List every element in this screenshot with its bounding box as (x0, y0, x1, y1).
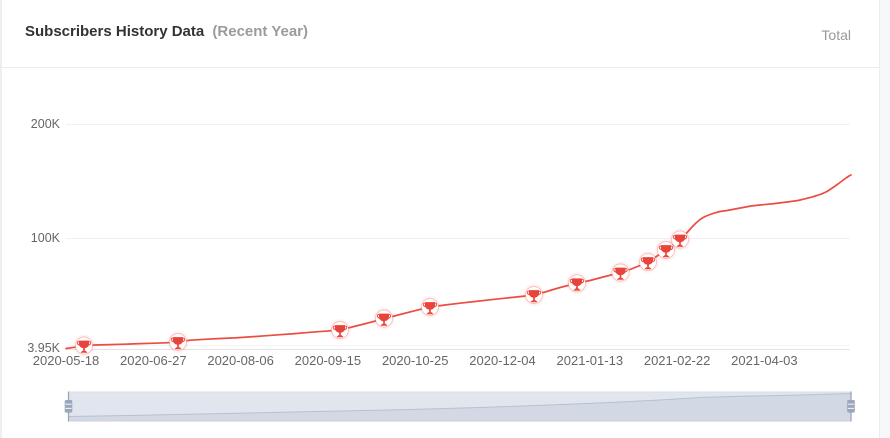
svg-text:2020-06-27: 2020-06-27 (120, 353, 187, 368)
svg-text:2021-01-13: 2021-01-13 (557, 353, 624, 368)
svg-text:2020-08-06: 2020-08-06 (207, 353, 274, 368)
svg-text:200K: 200K (31, 117, 61, 131)
svg-text:2020-12-04: 2020-12-04 (469, 353, 536, 368)
svg-text:3.95K: 3.95K (27, 341, 60, 355)
svg-text:2020-09-15: 2020-09-15 (295, 353, 362, 368)
svg-text:2021-04-03: 2021-04-03 (731, 353, 798, 368)
svg-text:2020-10-25: 2020-10-25 (382, 353, 449, 368)
svg-text:100K: 100K (31, 231, 61, 245)
svg-text:2021-02-22: 2021-02-22 (644, 353, 711, 368)
